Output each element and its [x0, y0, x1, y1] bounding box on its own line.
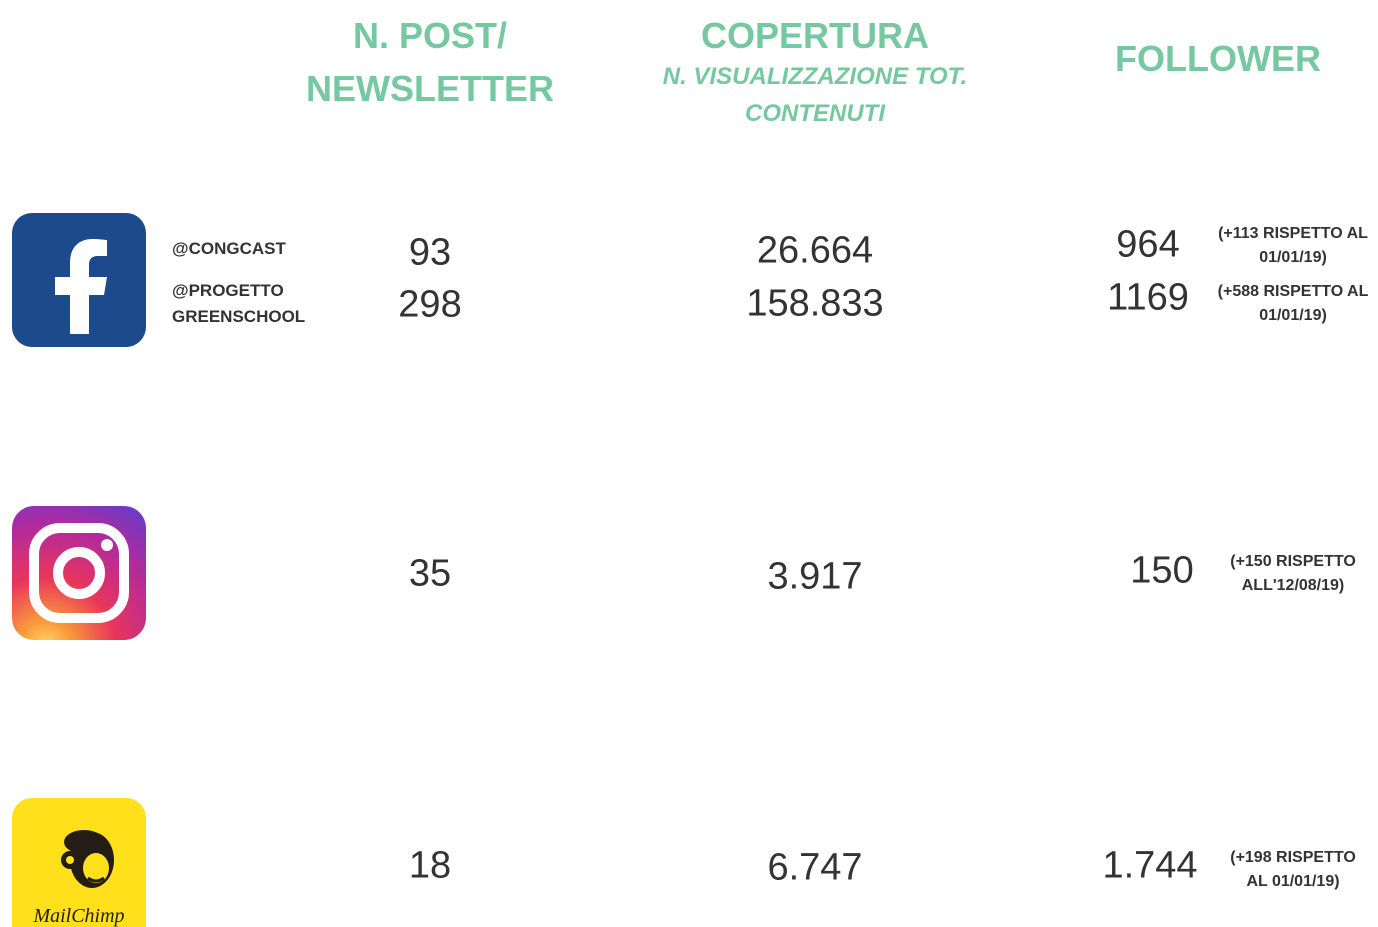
posts: 93: [408, 231, 452, 274]
header-reach-subtitle: N. VISUALIZZAZIONE TOT. CONTENUTI: [662, 63, 968, 127]
account-name: @PROGETTO GREENSCHOOL: [172, 281, 306, 326]
mailchimp-icon: MailChimp: [12, 798, 146, 927]
reach: 3.917: [767, 555, 863, 598]
logo-text: MailChimp: [32, 905, 124, 927]
facebook-icon: [12, 213, 146, 347]
followers: 1169: [1107, 276, 1189, 319]
reach: 26.664: [756, 229, 874, 272]
followers: 1.744: [1102, 844, 1198, 887]
followers: 964: [1116, 223, 1180, 266]
posts: 18: [408, 844, 452, 887]
header-posts-line2: NEWSLETTER: [306, 68, 554, 109]
reach: 158.833: [746, 282, 884, 325]
account-name: @CONGCAST: [172, 239, 286, 258]
posts: 298: [398, 283, 462, 326]
header-followers: FOLLOWER: [1115, 38, 1321, 79]
followers-delta: (+588 RISPETTO AL 01/01/19): [1217, 283, 1369, 324]
followers-delta: (+113 RISPETTO AL 01/01/19): [1218, 225, 1368, 266]
posts: 35: [408, 552, 452, 595]
instagram-icon: [12, 506, 146, 640]
followers: 150: [1130, 549, 1194, 592]
followers-delta: (+198 RISPETTO AL 01/01/19): [1230, 849, 1356, 890]
header-posts-line1: N. POST/: [352, 15, 508, 56]
followers-delta: (+150 RISPETTO ALL'12/08/19): [1230, 553, 1356, 594]
header-reach: COPERTURA: [700, 15, 930, 56]
reach: 6.747: [767, 846, 863, 889]
